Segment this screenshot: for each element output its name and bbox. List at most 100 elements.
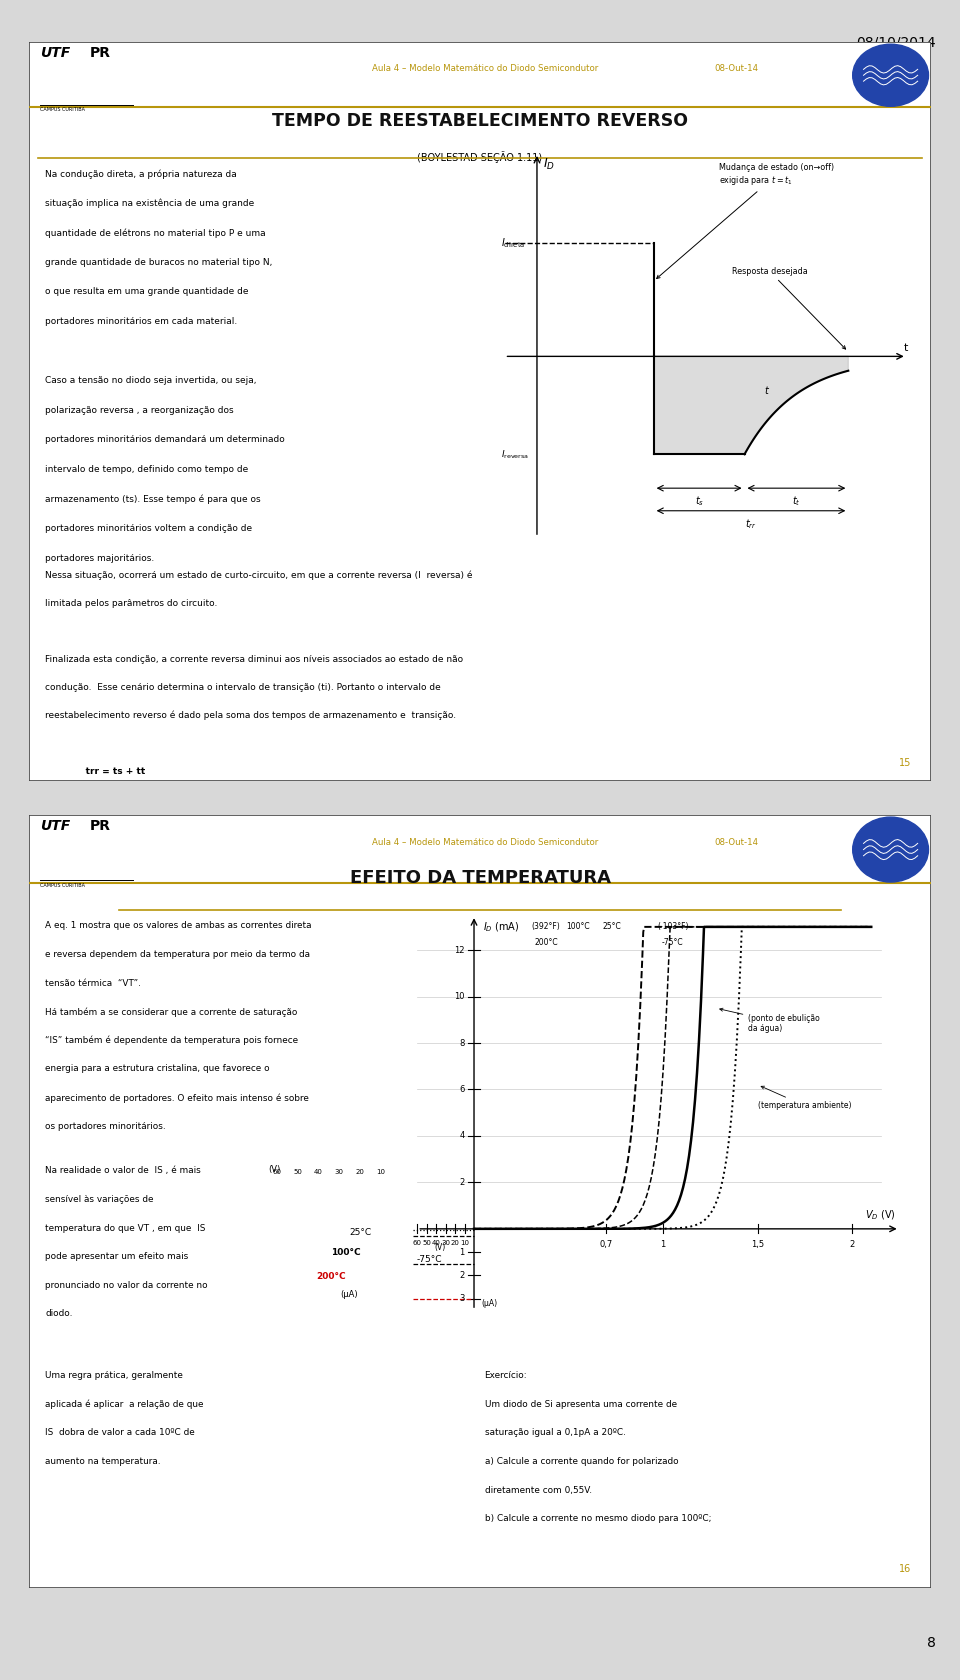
Text: pronunciado no valor da corrente no: pronunciado no valor da corrente no: [45, 1280, 207, 1290]
Text: trr = ts + tt: trr = ts + tt: [45, 768, 145, 776]
Text: 10: 10: [454, 993, 465, 1001]
Text: Finalizada esta condição, a corrente reversa diminui aos níveis associados ao es: Finalizada esta condição, a corrente rev…: [45, 655, 463, 664]
Text: t: t: [764, 386, 768, 396]
Text: $t_t$: $t_t$: [792, 494, 801, 507]
Text: A eq. 1 mostra que os valores de ambas as correntes direta: A eq. 1 mostra que os valores de ambas a…: [45, 921, 312, 931]
Text: -75°C: -75°C: [417, 1255, 443, 1265]
Text: Caso a tensão no diodo seja invertida, ou seja,: Caso a tensão no diodo seja invertida, o…: [45, 376, 256, 385]
Text: 60: 60: [273, 1169, 281, 1174]
Text: armazenamento (ts). Esse tempo é para que os: armazenamento (ts). Esse tempo é para qu…: [45, 494, 261, 504]
Text: sensível às variações de: sensível às variações de: [45, 1194, 154, 1205]
Text: (μA): (μA): [482, 1299, 497, 1307]
Text: 30: 30: [335, 1169, 344, 1174]
Text: $I_{\rm reversa}$: $I_{\rm reversa}$: [501, 449, 529, 460]
Text: Um diodo de Si apresenta uma corrente de: Um diodo de Si apresenta uma corrente de: [485, 1399, 677, 1410]
Text: 2: 2: [850, 1240, 855, 1250]
Text: 6: 6: [459, 1085, 465, 1094]
Text: reestabelecimento reverso é dado pela soma dos tempos de armazenamento e  transi: reestabelecimento reverso é dado pela so…: [45, 711, 456, 721]
Text: Exercício:: Exercício:: [485, 1371, 527, 1381]
Text: portadores majoritários.: portadores majoritários.: [45, 553, 155, 563]
Text: 8: 8: [927, 1636, 936, 1650]
Text: Na realidade o valor de  IS , é mais: Na realidade o valor de IS , é mais: [45, 1166, 201, 1176]
Text: (V): (V): [434, 1243, 445, 1252]
Text: UTF: UTF: [39, 45, 70, 60]
Text: pode apresentar um efeito mais: pode apresentar um efeito mais: [45, 1252, 188, 1262]
Text: 30: 30: [442, 1240, 450, 1247]
Text: (ponto de ebulição
da água): (ponto de ebulição da água): [720, 1008, 820, 1033]
Text: 25°C: 25°C: [349, 1228, 372, 1236]
Text: Resposta desejada: Resposta desejada: [732, 267, 846, 349]
Text: os portadores minoritários.: os portadores minoritários.: [45, 1122, 166, 1131]
Text: 12: 12: [454, 946, 465, 954]
Text: $I_{\rm direta}$: $I_{\rm direta}$: [501, 237, 525, 250]
Text: tensão térmica  “VT”.: tensão térmica “VT”.: [45, 979, 141, 988]
Circle shape: [852, 816, 928, 882]
Text: $I_D$ (mA): $I_D$ (mA): [484, 921, 520, 934]
Text: 8: 8: [459, 1038, 465, 1048]
Text: 0,7: 0,7: [600, 1240, 613, 1250]
Text: aumento na temperatura.: aumento na temperatura.: [45, 1457, 160, 1467]
Text: 100°C: 100°C: [566, 922, 589, 931]
Text: 60: 60: [413, 1240, 421, 1247]
Text: 1: 1: [660, 1240, 666, 1250]
Text: 10: 10: [376, 1169, 385, 1174]
Text: UTF: UTF: [39, 818, 70, 833]
Text: portadores minoritários em cada material.: portadores minoritários em cada material…: [45, 318, 237, 326]
Text: 25°C: 25°C: [603, 922, 621, 931]
Text: $t_s$: $t_s$: [694, 494, 704, 507]
FancyBboxPatch shape: [29, 42, 931, 781]
Text: 200°C: 200°C: [316, 1272, 346, 1282]
Text: e reversa dependem da temperatura por meio da termo da: e reversa dependem da temperatura por me…: [45, 949, 310, 959]
Text: CAMPUS CURITIBA: CAMPUS CURITIBA: [39, 108, 84, 113]
Text: grande quantidade de buracos no material tipo N,: grande quantidade de buracos no material…: [45, 257, 273, 267]
Text: 20: 20: [355, 1169, 365, 1174]
Text: 20: 20: [450, 1240, 460, 1247]
Circle shape: [852, 44, 928, 106]
Text: (392°F): (392°F): [532, 922, 561, 931]
Text: o que resulta em uma grande quantidade de: o que resulta em uma grande quantidade d…: [45, 287, 249, 296]
Text: (temperatura ambiente): (temperatura ambiente): [757, 1087, 852, 1110]
Text: (V): (V): [268, 1164, 280, 1174]
Text: b) Calcule a corrente no mesmo diodo para 100ºC;: b) Calcule a corrente no mesmo diodo par…: [485, 1514, 711, 1524]
Text: PR: PR: [90, 818, 111, 833]
Text: Nessa situação, ocorrerá um estado de curto-circuito, em que a corrente reversa : Nessa situação, ocorrerá um estado de cu…: [45, 571, 472, 580]
Text: 10: 10: [460, 1240, 469, 1247]
Text: 1: 1: [459, 1248, 465, 1257]
Text: 100°C: 100°C: [331, 1248, 361, 1257]
Text: Mudança de estado (on→off)
exigida para $t = t_1$: Mudança de estado (on→off) exigida para …: [657, 163, 833, 279]
Text: (BOYLESTAD SEÇÃO 1.11): (BOYLESTAD SEÇÃO 1.11): [418, 151, 542, 163]
Text: t: t: [903, 343, 908, 353]
Text: limitada pelos parâmetros do circuito.: limitada pelos parâmetros do circuito.: [45, 598, 217, 608]
Text: IS  dobra de valor a cada 10ºC de: IS dobra de valor a cada 10ºC de: [45, 1428, 195, 1438]
Text: 2: 2: [459, 1178, 465, 1186]
Text: “IS” também é dependente da temperatura pois fornece: “IS” também é dependente da temperatura …: [45, 1037, 299, 1045]
Text: $V_D$ (V): $V_D$ (V): [865, 1208, 896, 1221]
Text: situação implica na existência de uma grande: situação implica na existência de uma gr…: [45, 198, 254, 208]
Text: 08-Out-14: 08-Out-14: [714, 838, 758, 847]
Text: energia para a estrutura cristalina, que favorece o: energia para a estrutura cristalina, que…: [45, 1065, 270, 1074]
Text: portadores minoritários demandará um determinado: portadores minoritários demandará um det…: [45, 435, 285, 444]
Text: 50: 50: [422, 1240, 431, 1247]
Text: 200°C: 200°C: [534, 939, 558, 948]
Text: Uma regra prática, geralmente: Uma regra prática, geralmente: [45, 1371, 183, 1381]
Text: portadores minoritários voltem a condição de: portadores minoritários voltem a condiçã…: [45, 524, 252, 533]
Text: 3: 3: [459, 1294, 465, 1304]
Text: a) Calcule a corrente quando for polarizado: a) Calcule a corrente quando for polariz…: [485, 1457, 678, 1467]
Text: (μA): (μA): [340, 1290, 358, 1299]
Text: Há também a se considerar que a corrente de saturação: Há também a se considerar que a corrente…: [45, 1008, 298, 1016]
Text: 15: 15: [899, 758, 911, 768]
Text: polarização reversa , a reorganização dos: polarização reversa , a reorganização do…: [45, 405, 233, 415]
Text: 40: 40: [432, 1240, 441, 1247]
Text: diretamente com 0,55V.: diretamente com 0,55V.: [485, 1485, 591, 1495]
Text: CAMPUS CURITIBA: CAMPUS CURITIBA: [39, 882, 84, 887]
Text: TEMPO DE REESTABELECIMENTO REVERSO: TEMPO DE REESTABELECIMENTO REVERSO: [272, 113, 688, 131]
Text: diodo.: diodo.: [45, 1309, 72, 1319]
Text: aparecimento de portadores. O efeito mais intenso é sobre: aparecimento de portadores. O efeito mai…: [45, 1094, 309, 1102]
Text: 08/10/2014: 08/10/2014: [856, 35, 936, 49]
Text: Na condução direta, a própria natureza da: Na condução direta, a própria natureza d…: [45, 170, 237, 178]
FancyBboxPatch shape: [29, 815, 931, 1588]
Text: aplicada é aplicar  a relação de que: aplicada é aplicar a relação de que: [45, 1399, 204, 1410]
Text: temperatura do que VT , em que  IS: temperatura do que VT , em que IS: [45, 1223, 205, 1233]
Text: quantidade de elétrons no material tipo P e uma: quantidade de elétrons no material tipo …: [45, 228, 266, 239]
Text: 4: 4: [459, 1131, 465, 1141]
